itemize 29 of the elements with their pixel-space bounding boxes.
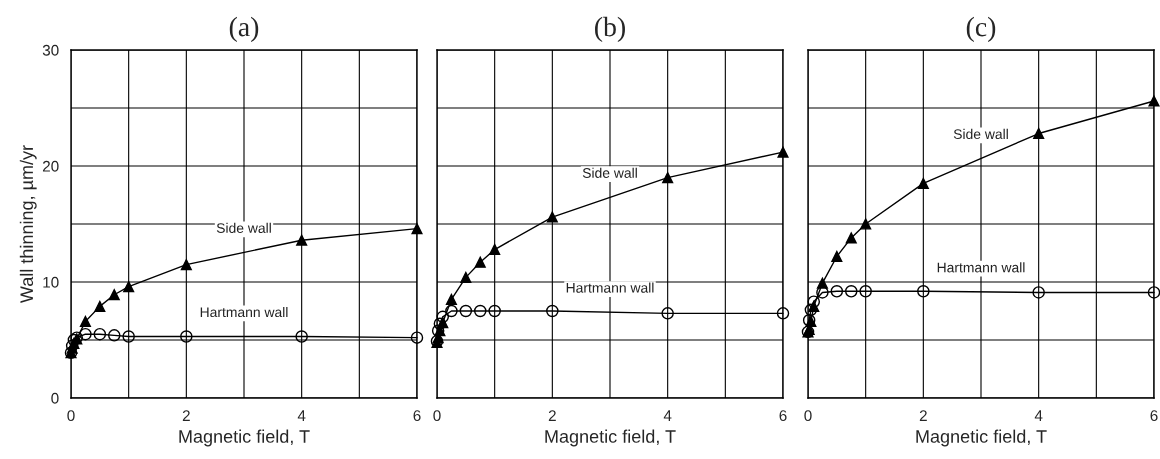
- x-tick-label: 2: [182, 410, 190, 421]
- y-tick-label: 30: [42, 44, 59, 56]
- x-tick-label: 6: [413, 410, 421, 422]
- series-label: Side wall: [582, 167, 637, 178]
- series-label: Hartmann wall: [200, 306, 288, 318]
- chart-title: (a): [229, 16, 259, 43]
- x-tick-label: 0: [804, 410, 812, 422]
- x-tick-label: 0: [67, 410, 75, 422]
- series-label: Hartmann wall: [566, 282, 654, 293]
- x-axis-title: Magnetic field, T: [545, 429, 676, 447]
- series-label: Hartmann wall: [937, 262, 1025, 273]
- y-tick-label: 10: [43, 276, 59, 288]
- x-tick-label: 4: [1034, 410, 1043, 421]
- x-tick-label: 4: [297, 410, 306, 421]
- y-tick-label: 20: [42, 160, 59, 172]
- chart-title: (c): [966, 16, 996, 43]
- series-label: Side wall: [953, 128, 1008, 140]
- y-axis-title: Wall thinning, µm/yr: [19, 145, 37, 304]
- series-label: Side wall: [216, 222, 271, 234]
- y-tick-label: 0: [51, 392, 59, 404]
- x-tick-label: 2: [919, 410, 927, 421]
- x-tick-label: 2: [548, 410, 556, 421]
- x-tick-label: 0: [433, 410, 441, 422]
- x-tick-label: 6: [779, 410, 787, 422]
- x-tick-label: 4: [663, 410, 672, 421]
- chart-title: (b): [595, 16, 625, 43]
- x-tick-label: 6: [1150, 410, 1158, 422]
- x-axis-title: Magnetic field, T: [179, 429, 310, 447]
- x-axis-title: Magnetic field, T: [916, 429, 1047, 447]
